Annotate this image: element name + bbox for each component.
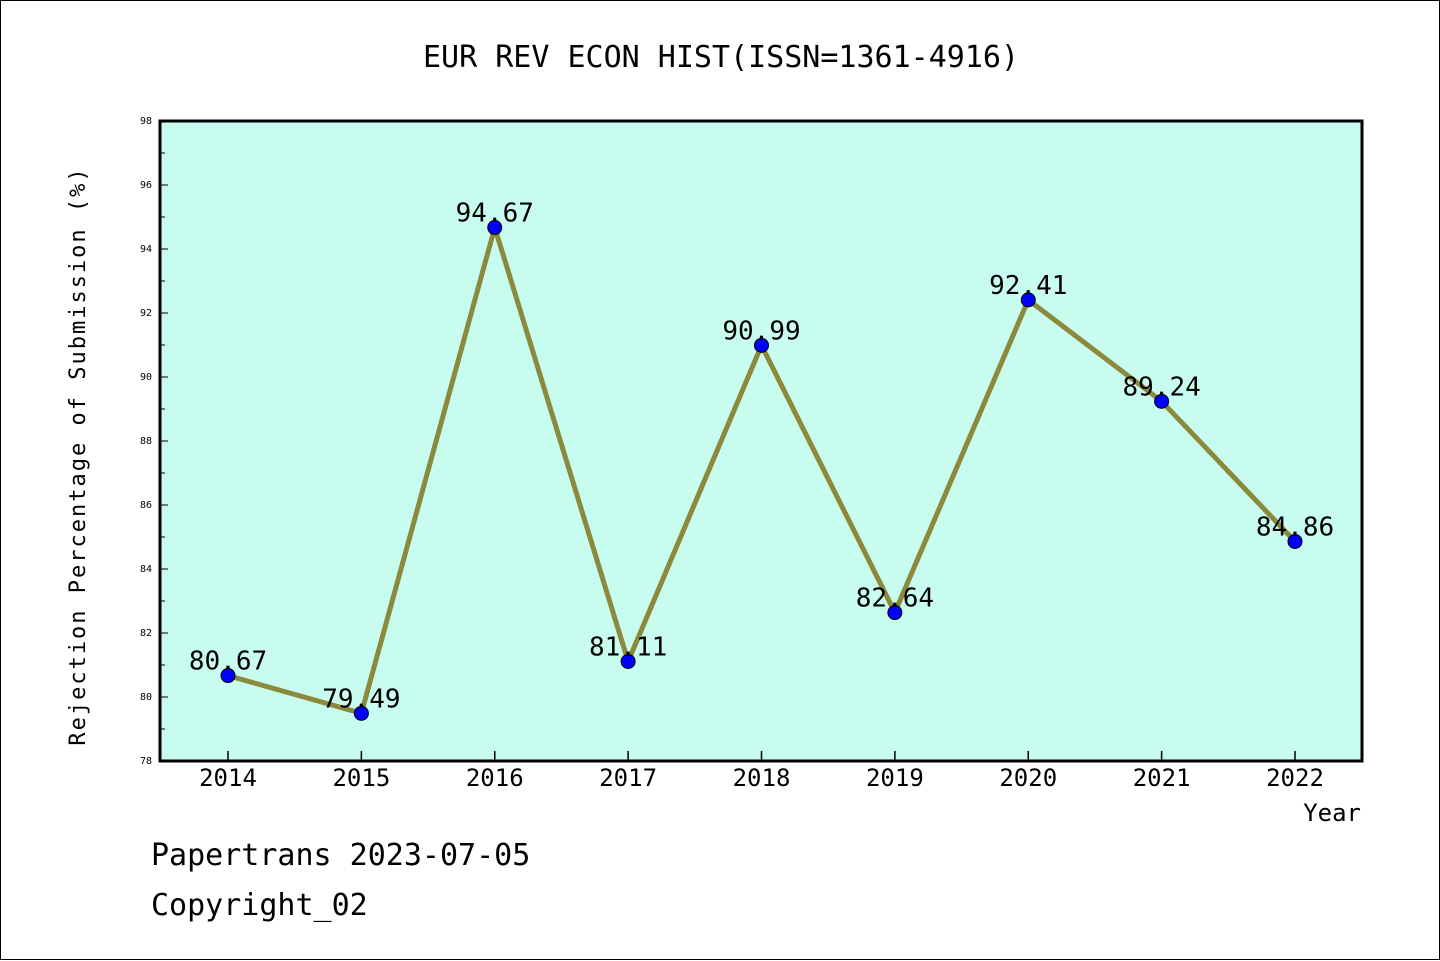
y-tick-label: 96 <box>140 180 152 191</box>
y-axis: 78 80 82 84 86 88 90 92 94 96 98 <box>140 116 168 767</box>
x-tick-label: 2016 <box>466 764 524 792</box>
y-tick-label: 78 <box>140 756 152 767</box>
data-point <box>1287 533 1303 549</box>
y-tick-label: 98 <box>140 116 152 127</box>
data-label: 82.64 <box>856 584 934 614</box>
x-tick-label: 2015 <box>332 764 390 792</box>
footer-date: Papertrans 2023-07-05 <box>151 838 530 873</box>
data-point <box>620 653 636 669</box>
x-tick-label: 2021 <box>1133 764 1191 792</box>
data-series <box>220 218 1303 721</box>
y-tick-label: 80 <box>140 692 152 703</box>
chart-title: EUR REV ECON HIST(ISSN=1361-4916) <box>423 40 1019 75</box>
data-label: 81.11 <box>589 632 667 662</box>
data-point <box>220 668 236 684</box>
footer-copyright: Copyright_02 <box>151 888 368 923</box>
data-point <box>887 605 903 621</box>
data-point <box>1020 292 1036 308</box>
y-tick-label: 90 <box>140 372 152 383</box>
data-point <box>1154 393 1170 409</box>
data-labels: 80.67 79.49 94.67 81.11 90.99 82.64 92.41 89.24… <box>189 199 1334 715</box>
y-tick-label: 86 <box>140 500 152 511</box>
x-tick-label: 2014 <box>199 764 257 792</box>
x-tick-label: 2020 <box>999 764 1057 792</box>
x-tick-label: 2019 <box>866 764 924 792</box>
x-axis-label: Year <box>1303 799 1361 827</box>
data-label: 94.67 <box>456 199 534 229</box>
x-tick-label: 2018 <box>733 764 791 792</box>
x-tick-label: 2022 <box>1266 764 1324 792</box>
data-point <box>353 705 369 721</box>
y-axis-label: Rejection Percentage of Submission (%) <box>66 166 91 745</box>
y-tick-label: 84 <box>140 564 152 575</box>
x-tick-label: 2017 <box>599 764 657 792</box>
data-label: 89.24 <box>1122 372 1200 402</box>
data-label: 92.41 <box>989 271 1067 301</box>
plot-area <box>158 119 1364 763</box>
data-point <box>754 337 769 353</box>
x-axis: 2014 2015 2016 2017 2018 2019 2020 2021 2022 <box>199 751 1324 792</box>
data-point <box>487 220 503 236</box>
data-label: 80.67 <box>189 647 267 677</box>
data-label: 84.86 <box>1256 512 1334 542</box>
y-tick-label: 88 <box>140 436 152 447</box>
data-label: 79.49 <box>322 684 400 714</box>
y-tick-label: 82 <box>140 628 152 639</box>
y-tick-label: 92 <box>140 308 152 319</box>
data-label: 90.99 <box>722 316 800 346</box>
y-tick-label: 94 <box>140 244 152 255</box>
